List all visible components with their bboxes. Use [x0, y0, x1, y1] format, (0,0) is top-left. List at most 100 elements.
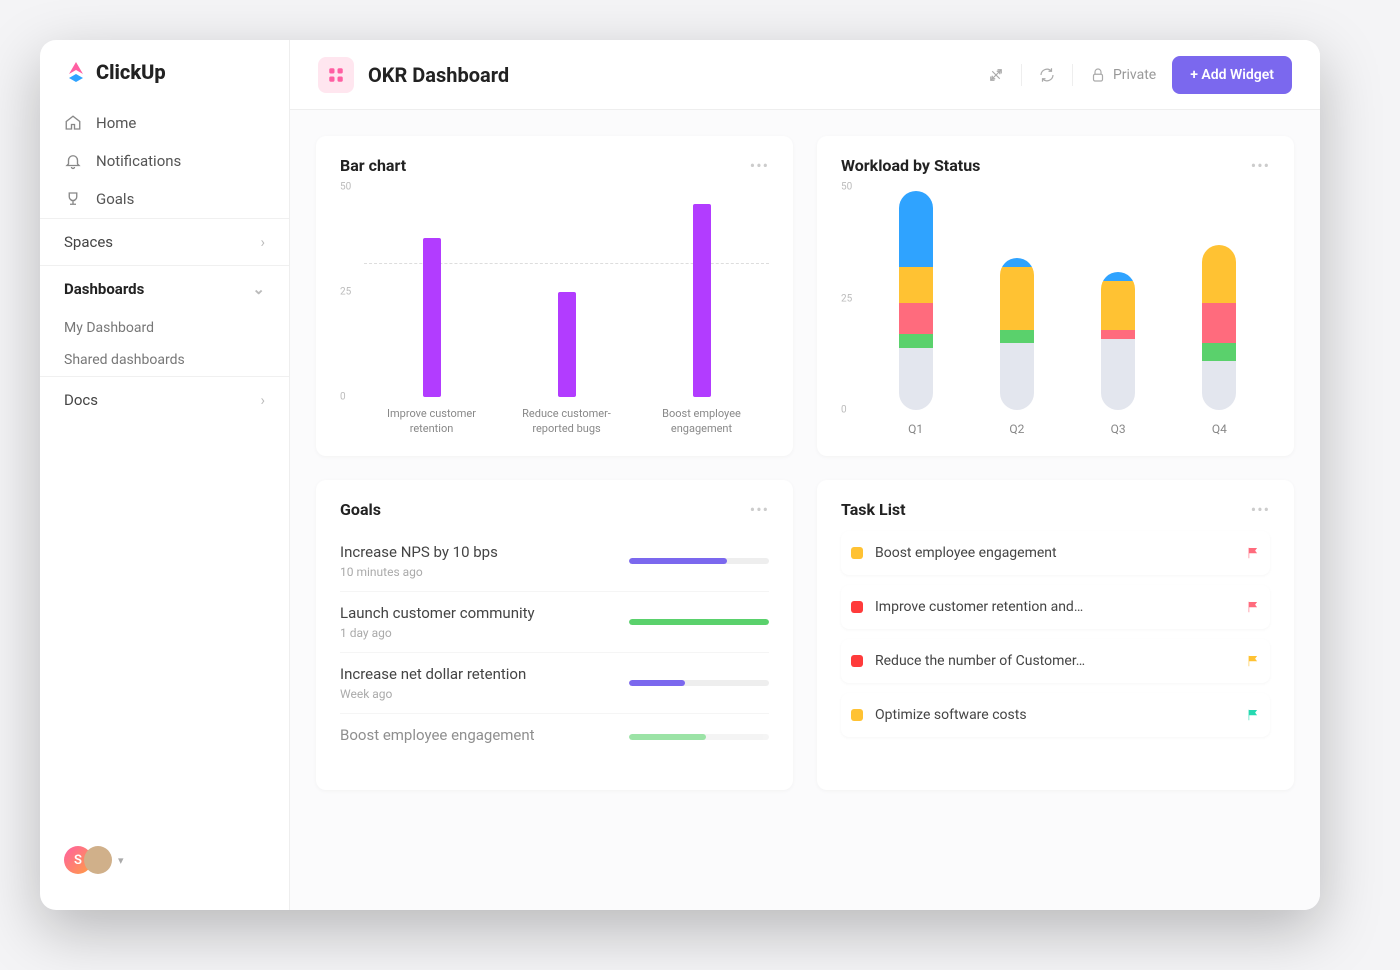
- sidebar-item-label: Goals: [96, 190, 134, 208]
- sidebar-item-label: Home: [96, 114, 136, 132]
- task-title: Improve customer retention and…: [875, 599, 1234, 615]
- section-label: Spaces: [64, 233, 113, 251]
- topbar-actions: Private + Add Widget: [987, 56, 1292, 94]
- bar-segment: [1101, 330, 1135, 339]
- flag-icon[interactable]: [1246, 654, 1260, 668]
- separator: [1021, 64, 1022, 86]
- bar-segment: [899, 348, 933, 410]
- sidebar-section-spaces[interactable]: Spaces ›: [40, 218, 289, 265]
- dashboard-icon: [318, 57, 354, 93]
- flag-icon[interactable]: [1246, 708, 1260, 722]
- more-icon[interactable]: •••: [750, 500, 769, 519]
- bar-label: Boost employee engagement: [634, 407, 769, 436]
- goal-timestamp: Week ago: [340, 687, 526, 701]
- chevron-down-icon: ⌄: [252, 280, 265, 298]
- status-square-icon: [851, 547, 863, 559]
- task-title: Optimize software costs: [875, 707, 1234, 723]
- widget-title: Workload by Status: [841, 156, 980, 175]
- bar-segment: [1101, 339, 1135, 410]
- bar-segment: [899, 334, 933, 347]
- bar-segment: [1101, 281, 1135, 330]
- bar-label: Q4: [1212, 422, 1227, 436]
- bar-segment: [1000, 343, 1034, 410]
- bar-segment: [899, 267, 933, 303]
- bar-segment: [899, 191, 933, 267]
- stacked-bar[interactable]: [1101, 272, 1135, 410]
- bar-label: Improve customer retention: [364, 407, 499, 436]
- chevron-right-icon: ›: [260, 233, 265, 251]
- goal-item[interactable]: Increase net dollar retention Week ago: [340, 653, 769, 714]
- task-item[interactable]: Improve customer retention and…: [841, 585, 1270, 629]
- home-icon: [64, 114, 82, 132]
- trophy-icon: [64, 190, 82, 208]
- goal-label: Launch customer community: [340, 604, 535, 622]
- chevron-right-icon: ›: [260, 391, 265, 409]
- dashboard-grid: Bar chart ••• 02550 Improve customer ret…: [290, 110, 1320, 910]
- chevron-down-icon[interactable]: ▾: [118, 854, 124, 867]
- bar[interactable]: [558, 292, 576, 397]
- widget-task-list: Task List ••• Boost employee engagement I…: [817, 480, 1294, 790]
- y-tick: 50: [340, 182, 351, 193]
- bar[interactable]: [693, 204, 711, 398]
- goal-item[interactable]: Launch customer community 1 day ago: [340, 592, 769, 653]
- bar-segment: [1000, 267, 1034, 329]
- stacked-bar[interactable]: [1202, 245, 1236, 410]
- status-square-icon: [851, 709, 863, 721]
- more-icon[interactable]: •••: [1251, 500, 1270, 519]
- sidebar-item-goals[interactable]: Goals: [40, 180, 289, 218]
- stacked-bar[interactable]: [899, 191, 933, 410]
- goal-label: Increase net dollar retention: [340, 665, 526, 683]
- goal-timestamp: 1 day ago: [340, 626, 535, 640]
- add-widget-button[interactable]: + Add Widget: [1172, 56, 1292, 94]
- page-title: OKR Dashboard: [368, 63, 509, 87]
- sidebar-footer: S ▾: [40, 830, 289, 890]
- sidebar-sub-my-dashboard[interactable]: My Dashboard: [40, 312, 289, 344]
- sidebar-section-dashboards[interactable]: Dashboards ⌄: [40, 265, 289, 312]
- main-area: OKR Dashboard Private + Add Widget Bar c…: [290, 40, 1320, 910]
- brand-logo[interactable]: ClickUp: [40, 60, 289, 104]
- progress-bar: [629, 619, 769, 625]
- flag-icon[interactable]: [1246, 600, 1260, 614]
- privacy-label: Private: [1113, 67, 1156, 83]
- bar-label: Reduce customer-reported bugs: [499, 407, 634, 436]
- flag-icon[interactable]: [1246, 546, 1260, 560]
- bell-icon: [64, 152, 82, 170]
- progress-bar: [629, 680, 769, 686]
- goal-item[interactable]: Boost employee engagement: [340, 714, 769, 760]
- task-item[interactable]: Optimize software costs: [841, 693, 1270, 737]
- sidebar-section-docs[interactable]: Docs ›: [40, 376, 289, 423]
- bar-label: Q2: [1009, 422, 1024, 436]
- topbar: OKR Dashboard Private + Add Widget: [290, 40, 1320, 110]
- sidebar-item-notifications[interactable]: Notifications: [40, 142, 289, 180]
- goal-label: Increase NPS by 10 bps: [340, 543, 498, 561]
- task-item[interactable]: Reduce the number of Customer…: [841, 639, 1270, 683]
- more-icon[interactable]: •••: [1251, 156, 1270, 175]
- expand-icon[interactable]: [987, 66, 1005, 84]
- sidebar-item-home[interactable]: Home: [40, 104, 289, 142]
- more-icon[interactable]: •••: [750, 156, 769, 175]
- clickup-logo-icon: [64, 60, 88, 84]
- stacked-bar[interactable]: [1000, 258, 1034, 410]
- progress-bar: [629, 558, 769, 564]
- widget-bar-chart: Bar chart ••• 02550 Improve customer ret…: [316, 136, 793, 456]
- y-tick: 25: [841, 293, 852, 304]
- bar-label: Q3: [1111, 422, 1126, 436]
- progress-bar: [629, 734, 769, 740]
- y-tick: 25: [340, 287, 351, 298]
- bar-chart: 02550 Improve customer retentionReduce c…: [340, 187, 769, 436]
- goal-item[interactable]: Increase NPS by 10 bps10 minutes ago: [340, 531, 769, 592]
- status-square-icon: [851, 655, 863, 667]
- y-tick: 0: [841, 405, 847, 416]
- task-item[interactable]: Boost employee engagement: [841, 531, 1270, 575]
- sidebar: ClickUp Home Notifications Goals Spaces …: [40, 40, 290, 910]
- grid-icon: [327, 66, 345, 84]
- privacy-toggle[interactable]: Private: [1089, 66, 1156, 84]
- sidebar-sub-shared-dashboards[interactable]: Shared dashboards: [40, 344, 289, 376]
- widget-title: Task List: [841, 500, 906, 519]
- bar[interactable]: [423, 238, 441, 398]
- bar-segment: [1202, 361, 1236, 410]
- avatar[interactable]: [84, 846, 112, 874]
- bar-segment: [1000, 330, 1034, 343]
- bar-segment: [1000, 258, 1034, 267]
- refresh-icon[interactable]: [1038, 66, 1056, 84]
